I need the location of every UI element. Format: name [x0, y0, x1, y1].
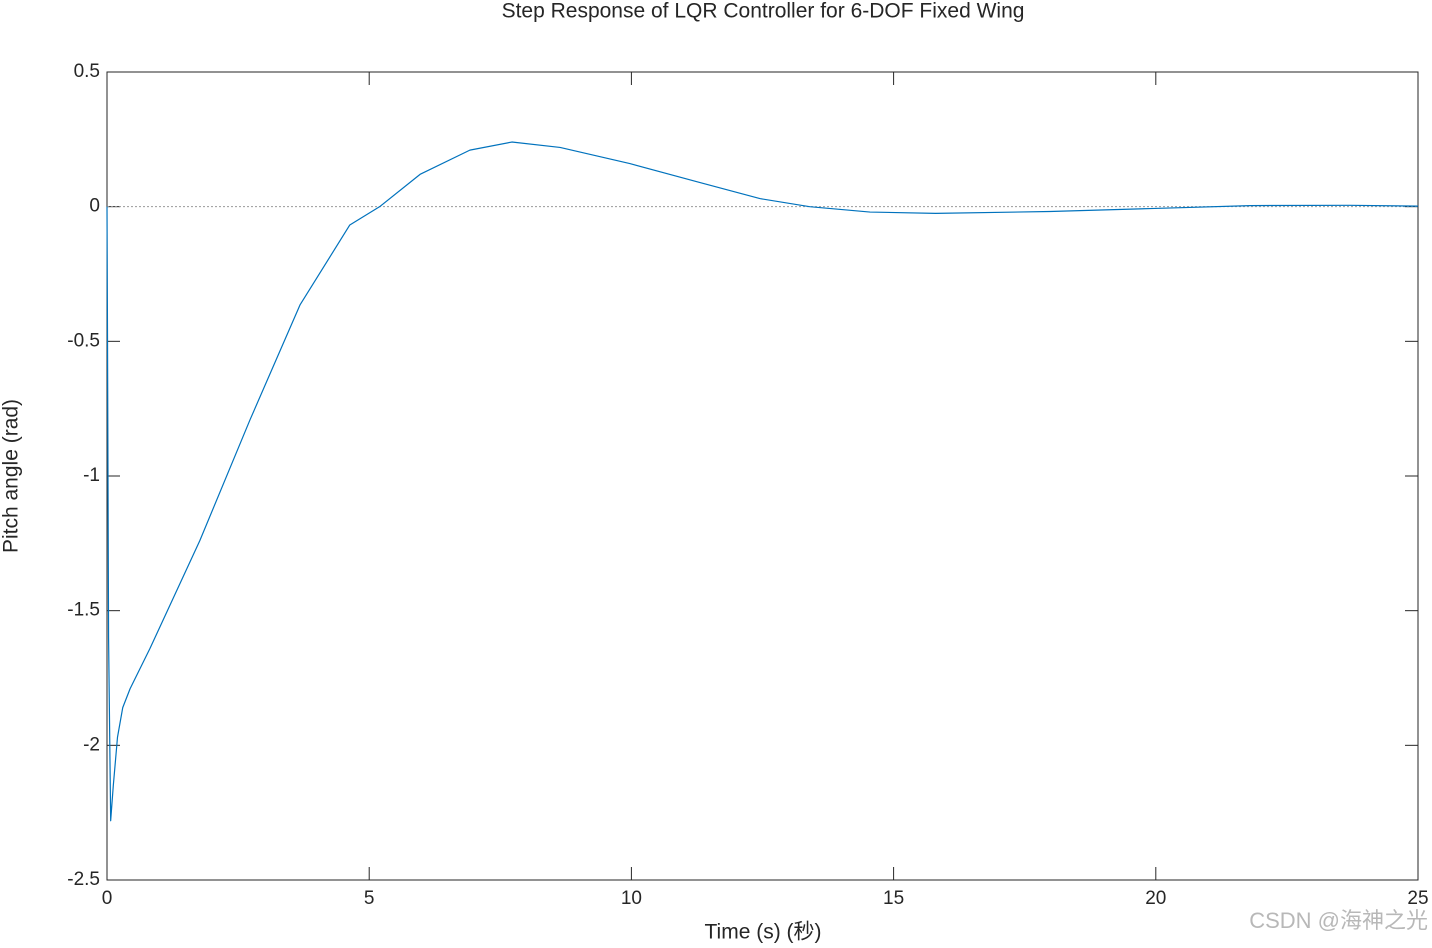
y-tick-label: -2.5: [67, 869, 100, 890]
y-axis-label: Pitch angle (rad): [0, 399, 23, 553]
y-tick-label: -0.5: [67, 330, 100, 351]
y-tick-label: 0.5: [74, 61, 100, 82]
y-tick-label: -1: [83, 465, 100, 486]
x-tick-label: 25: [1407, 888, 1428, 909]
x-tick-label: 20: [1145, 888, 1166, 909]
y-tick-label: 0: [89, 196, 100, 217]
x-tick-label: 5: [364, 888, 375, 909]
watermark: CSDN @海神之光: [1249, 908, 1428, 933]
chart-title: Step Response of LQR Controller for 6-DO…: [502, 0, 1025, 23]
x-tick-label: 10: [621, 888, 642, 909]
plot-frame: [106, 71, 1419, 881]
y-tick-label: -2: [83, 734, 100, 755]
x-axis-label: Time (s) (秒): [704, 921, 821, 944]
x-tick-label: 15: [883, 888, 904, 909]
x-tick-label: 0: [102, 888, 113, 909]
y-tick-label: -1.5: [67, 600, 100, 621]
line-series: [106, 141, 1419, 822]
